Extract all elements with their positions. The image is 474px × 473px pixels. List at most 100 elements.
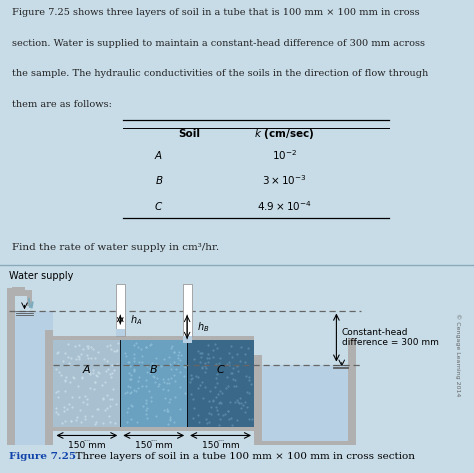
Point	[196, 418, 203, 425]
Point	[181, 372, 188, 379]
Point	[243, 388, 251, 396]
Text: Constant-head
difference = 300 mm: Constant-head difference = 300 mm	[342, 328, 438, 347]
Point	[125, 359, 132, 366]
Bar	[54, 427, 254, 430]
Point	[61, 377, 69, 384]
Point	[112, 348, 120, 355]
Point	[194, 411, 201, 419]
Point	[246, 416, 253, 423]
Point	[68, 393, 75, 401]
Point	[127, 363, 134, 370]
Point	[65, 359, 73, 367]
Bar	[182, 336, 191, 343]
Point	[58, 420, 65, 427]
Point	[211, 384, 219, 391]
Point	[61, 387, 69, 394]
Point	[161, 394, 168, 402]
Text: $h_A$: $h_A$	[130, 313, 143, 326]
Point	[130, 368, 138, 375]
Text: $h_B$: $h_B$	[197, 320, 210, 334]
Bar	[8, 290, 32, 296]
Point	[164, 386, 171, 394]
Point	[166, 413, 173, 421]
Point	[107, 345, 114, 352]
Point	[194, 384, 202, 392]
Point	[198, 363, 206, 370]
Bar	[182, 284, 191, 336]
Point	[52, 408, 60, 415]
Point	[55, 393, 62, 401]
Point	[181, 389, 188, 397]
Point	[165, 353, 173, 360]
Point	[128, 403, 136, 410]
Point	[176, 368, 183, 375]
Point	[100, 355, 108, 363]
Point	[212, 403, 219, 411]
Point	[227, 399, 234, 406]
Point	[240, 401, 247, 408]
Point	[95, 369, 103, 377]
Bar	[254, 355, 262, 445]
Point	[142, 406, 150, 414]
Point	[161, 406, 168, 413]
Point	[86, 384, 94, 392]
Point	[124, 418, 131, 425]
Point	[225, 361, 233, 368]
Point	[91, 420, 99, 428]
Point	[78, 350, 85, 358]
Point	[189, 374, 196, 381]
Point	[73, 413, 81, 421]
Point	[142, 399, 150, 407]
Bar	[120, 340, 187, 427]
Point	[163, 405, 171, 412]
Point	[130, 357, 138, 365]
Point	[198, 378, 206, 386]
Point	[84, 354, 92, 362]
Point	[54, 350, 61, 357]
Point	[221, 410, 229, 418]
Point	[90, 385, 98, 393]
Bar	[46, 330, 54, 445]
Point	[78, 374, 86, 382]
Point	[232, 382, 240, 390]
Point	[204, 350, 211, 358]
Point	[164, 379, 171, 387]
Point	[108, 369, 116, 377]
Point	[127, 388, 135, 396]
Point	[196, 349, 203, 357]
Point	[139, 402, 147, 410]
Point	[62, 417, 69, 425]
Point	[201, 368, 209, 376]
Point	[106, 370, 114, 378]
Point	[86, 369, 94, 377]
Point	[92, 418, 100, 426]
Point	[167, 375, 174, 382]
Text: © Cengage Learning 2014: © Cengage Learning 2014	[455, 313, 460, 396]
Point	[230, 382, 237, 390]
Point	[143, 414, 150, 422]
Point	[106, 403, 114, 410]
Point	[173, 365, 180, 372]
Point	[94, 348, 102, 356]
Point	[81, 415, 89, 423]
Point	[134, 384, 142, 392]
Point	[123, 408, 130, 416]
Point	[138, 382, 146, 390]
Point	[91, 378, 99, 385]
Point	[84, 368, 92, 376]
Point	[234, 350, 241, 358]
Point	[243, 373, 250, 380]
Point	[142, 382, 150, 390]
Point	[246, 389, 253, 396]
Point	[177, 351, 185, 359]
Text: them are as follows:: them are as follows:	[12, 100, 112, 109]
Point	[224, 407, 231, 415]
Point	[65, 401, 73, 408]
Point	[197, 353, 205, 361]
Point	[164, 375, 171, 382]
Point	[167, 345, 175, 352]
Point	[124, 404, 131, 412]
Point	[130, 354, 137, 361]
Point	[151, 378, 159, 386]
Point	[217, 355, 224, 362]
